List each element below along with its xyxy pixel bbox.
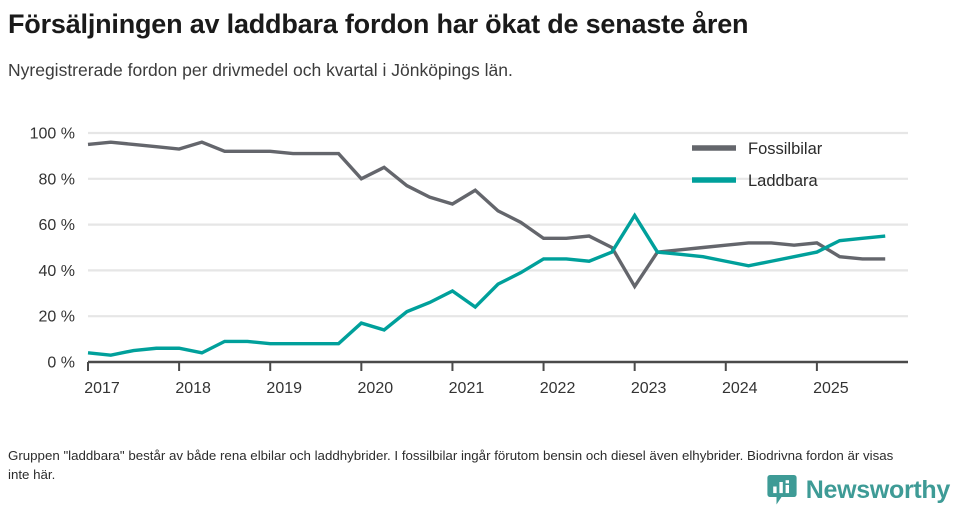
series-line-fossilbilar xyxy=(87,140,886,290)
x-tick-label: 2018 xyxy=(175,380,211,397)
series-lines xyxy=(87,140,886,357)
chart-container: 0 % 20 % 40 % 60 % 80 % 100 % 2017 2018 2019 202… xyxy=(0,118,960,403)
x-tick-label: 2024 xyxy=(722,380,758,397)
x-tick-label: 2019 xyxy=(266,380,302,397)
chart-legend: Fossilbilar Laddbara xyxy=(692,140,823,190)
y-tick-label: 40 % xyxy=(39,263,75,280)
y-tick-label: 100 % xyxy=(30,126,75,143)
legend-label: Laddbara xyxy=(748,172,819,190)
x-tick-label: 2022 xyxy=(540,380,576,397)
y-tick-label: 80 % xyxy=(39,171,75,188)
legend-label: Fossilbilar xyxy=(748,140,823,158)
y-gridlines xyxy=(88,131,908,318)
line-chart: 0 % 20 % 40 % 60 % 80 % 100 % 2017 2018 2019 202… xyxy=(30,126,908,397)
page-subtitle: Nyregistrerade fordon per drivmedel och … xyxy=(8,59,513,80)
series-line-laddbara xyxy=(87,212,886,357)
y-axis-labels: 0 % 20 % 40 % 60 % 80 % 100 % xyxy=(30,126,75,372)
page-title: Försäljningen av laddbara fordon har öka… xyxy=(8,9,749,39)
y-tick-label: 0 % xyxy=(47,355,75,372)
x-axis-ticks xyxy=(87,362,818,371)
x-tick-label: 2021 xyxy=(449,380,485,397)
brand-name: Newsworthy xyxy=(805,475,951,504)
x-tick-label: 2023 xyxy=(631,380,667,397)
chart-footnote: Gruppen "laddbara" består av både rena e… xyxy=(8,448,894,482)
x-axis-labels: 2017 2018 2019 2020 2021 2022 2023 2024 2025 xyxy=(84,380,849,397)
y-tick-label: 60 % xyxy=(39,217,75,234)
bar-chart-speech-bubble-icon xyxy=(767,475,797,505)
x-tick-label: 2025 xyxy=(813,380,849,397)
newsworthy-logo[interactable]: Newsworthy xyxy=(767,474,950,506)
y-tick-label: 20 % xyxy=(39,309,75,326)
x-tick-label: 2017 xyxy=(84,380,120,397)
chart-page: Försäljningen av laddbara fordon har öka… xyxy=(0,9,960,515)
x-tick-label: 2020 xyxy=(358,380,394,397)
